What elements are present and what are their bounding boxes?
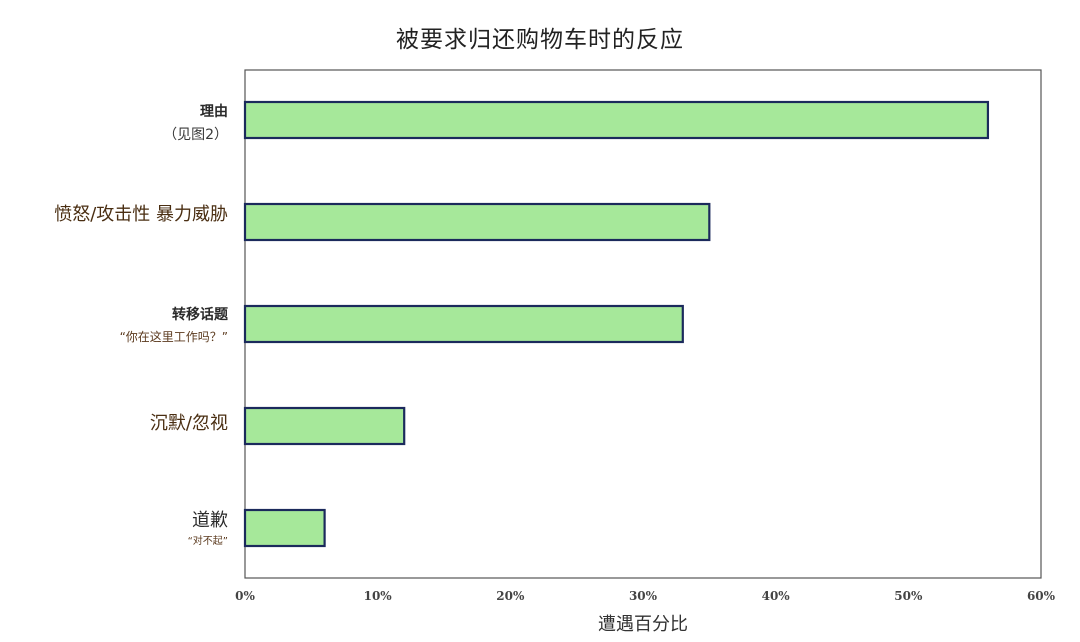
category-label-text: 理由 xyxy=(200,104,228,120)
bar-reason xyxy=(243,100,990,140)
category-label-silence: 沉默/忽视 xyxy=(150,413,228,435)
bar-change-subject xyxy=(243,304,684,344)
category-label-change-subject: 转移话题 “你在这里工作吗？” xyxy=(120,307,228,344)
x-tick-label: 40% xyxy=(762,589,791,603)
category-label-text: 道歉 xyxy=(192,510,228,531)
x-tick-label: 50% xyxy=(894,589,923,603)
x-axis-ticks: 0% 10% 20% 30% 40% 50% 60% xyxy=(235,589,1056,603)
category-label-apology: 道歉 “对不起” xyxy=(188,510,228,548)
category-sublabel-text: （见图2） xyxy=(163,126,228,143)
category-sublabel-text: “你在这里工作吗？” xyxy=(119,329,228,344)
bar-anger xyxy=(243,202,711,242)
bar-apology xyxy=(243,508,326,548)
x-axis-label: 遭遇百分比 xyxy=(598,614,688,635)
category-label-reason: 理由 （见图2） xyxy=(163,104,228,144)
x-tick-label: 0% xyxy=(235,589,255,603)
category-label-text: 愤怒/攻击性 暴力威胁 xyxy=(54,204,228,225)
x-tick-label: 60% xyxy=(1027,589,1056,603)
category-sublabel-text: “对不起” xyxy=(187,535,228,547)
category-label-anger: 愤怒/攻击性 暴力威胁 xyxy=(54,204,228,226)
x-tick-label: 10% xyxy=(364,589,393,603)
category-label-text: 沉默/忽视 xyxy=(149,413,228,434)
x-tick-label: 30% xyxy=(629,589,658,603)
category-label-text: 转移话题 xyxy=(172,307,228,323)
bar-silence xyxy=(243,406,406,446)
x-tick-label: 20% xyxy=(496,589,525,603)
chart-title: 被要求归还购物车时的反应 xyxy=(396,27,684,53)
bars-layer xyxy=(243,100,990,548)
